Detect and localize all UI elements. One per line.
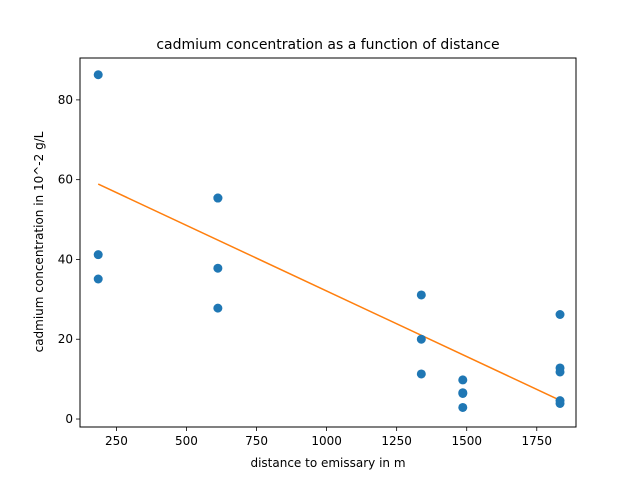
- scatter-point: [458, 375, 468, 385]
- scatter-point: [416, 334, 426, 344]
- y-tick-label: 80: [58, 93, 73, 107]
- scatter-point: [458, 388, 468, 398]
- x-axis-label: distance to emissary in m: [250, 456, 405, 470]
- x-tick-label: 1250: [381, 434, 412, 448]
- scatter-point: [93, 70, 103, 80]
- scatter-point: [555, 398, 565, 408]
- scatter-point: [416, 369, 426, 379]
- y-tick-label: 20: [58, 332, 73, 346]
- x-tick-label: 500: [175, 434, 198, 448]
- y-axis: 0 20 40 60 80: [58, 93, 80, 426]
- y-tick-label: 60: [58, 173, 73, 187]
- x-tick-label: 250: [105, 434, 128, 448]
- regression-line: [97, 183, 561, 401]
- scatter-point: [93, 274, 103, 284]
- chart-title: cadmium concentration as a function of d…: [156, 37, 499, 53]
- scatter-point: [555, 310, 565, 320]
- scatter-point: [416, 290, 426, 300]
- scatter-point: [458, 402, 468, 412]
- y-tick-label: 0: [65, 412, 73, 426]
- scatter-point: [213, 263, 223, 273]
- scatter-point: [93, 250, 103, 260]
- y-tick-label: 40: [58, 252, 73, 266]
- x-tick-label: 750: [245, 434, 268, 448]
- x-tick-label: 1500: [451, 434, 482, 448]
- scatter-point: [213, 303, 223, 313]
- x-tick-label: 1750: [521, 434, 552, 448]
- x-tick-label: 1000: [311, 434, 342, 448]
- plot-area: [93, 70, 565, 412]
- y-axis-label: cadmium concentration in 10^-2 g/L: [32, 131, 46, 352]
- axes-frame: [79, 57, 577, 428]
- scatter-point: [555, 367, 565, 377]
- x-axis: 250 500 750 1000 1250 1500 1750: [105, 427, 552, 448]
- scatter-point: [213, 193, 223, 203]
